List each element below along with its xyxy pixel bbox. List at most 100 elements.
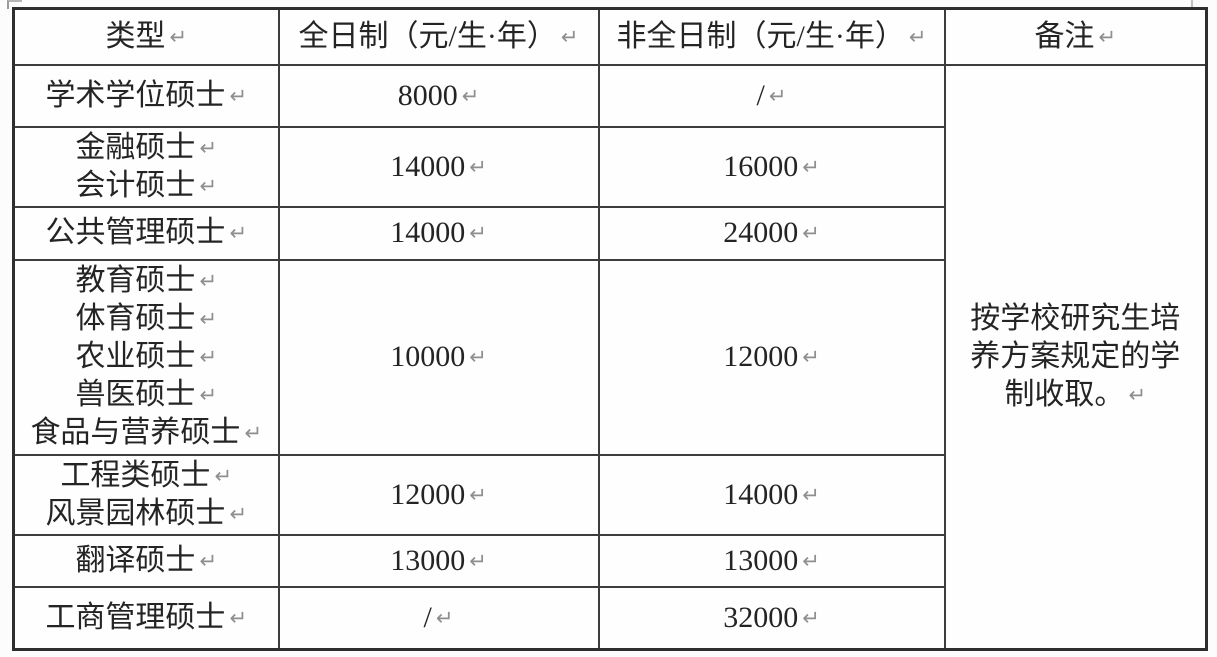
return-mark-icon: ↵ (469, 482, 487, 507)
return-mark-icon: ↵ (469, 154, 487, 179)
return-mark-icon: ↵ (1098, 24, 1117, 49)
parttime-fee-value: 16000 ↵ (600, 148, 944, 186)
return-mark-icon: ↵ (469, 221, 487, 245)
fulltime-fee-value: 12000 ↵ (280, 476, 598, 514)
return-mark-icon: ↵ (199, 307, 218, 331)
fulltime-fee-value: 14000 ↵ (280, 214, 598, 252)
return-mark-icon: ↵ (802, 482, 820, 507)
fulltime-fee-value-text: 14000 (390, 216, 466, 249)
fulltime-fee-value: / ↵ (280, 599, 598, 637)
return-mark-icon: ↵ (229, 501, 248, 526)
fulltime-fee-value-text: 13000 (390, 543, 466, 577)
header-type-label: 类型 (105, 19, 166, 53)
table-row: 公共管理硕士 ↵ 14000 ↵ 24000 ↵ (12, 205, 1207, 261)
fulltime-fee-value-text: 10000 (390, 340, 466, 373)
return-mark-icon: ↵ (199, 269, 218, 293)
fulltime-fee-cell: 13000 ↵ (277, 533, 600, 588)
fulltime-fee-value: 13000 ↵ (280, 542, 598, 580)
return-mark-icon: ↵ (560, 24, 579, 49)
type-label: 农业硕士 ↵ (15, 338, 278, 376)
return-mark-icon: ↵ (802, 221, 820, 245)
fulltime-fee-cell: 14000 ↵ (277, 205, 600, 261)
type-label: 教育硕士 ↵ (15, 262, 278, 300)
type-label-text: 农业硕士 (75, 340, 196, 373)
return-mark-icon: ↵ (908, 24, 927, 49)
type-label: 体育硕士 ↵ (15, 300, 278, 338)
return-mark-icon: ↵ (1128, 382, 1147, 407)
type-label-text: 体育硕士 (75, 302, 196, 335)
return-mark-icon: ↵ (199, 345, 218, 369)
parttime-fee-value-text: 12000 (723, 340, 799, 373)
parttime-fee-value: / ↵ (600, 77, 944, 115)
type-label-text: 工商管理硕士 (45, 600, 226, 634)
table-row: 教育硕士 ↵ 体育硕士 ↵ 农业硕士 ↵ 兽医硕士 ↵ 食品与营养硕士 ↵ 10000 ↵ 12000 ↵ (12, 258, 1207, 456)
remark-line-text: 制收取。 (1004, 377, 1125, 411)
type-label-text: 金融硕士 (75, 130, 196, 164)
parttime-fee-value-text: 32000 (723, 600, 799, 634)
fulltime-fee-value-text: 12000 (390, 477, 466, 511)
header-remark-label: 备注 (1034, 19, 1095, 53)
return-mark-icon: ↵ (229, 221, 248, 245)
return-mark-icon: ↵ (229, 605, 248, 630)
parttime-fee-cell: 13000 ↵ (597, 533, 946, 588)
fulltime-fee-cell: 14000 ↵ (277, 125, 600, 208)
return-mark-icon: ↵ (768, 83, 787, 108)
return-mark-icon: ↵ (469, 548, 487, 573)
return-mark-icon: ↵ (461, 83, 480, 108)
parttime-fee-value: 12000 ↵ (600, 338, 944, 376)
table-row: 工程类硕士 ↵ 风景园林硕士 ↵ 12000 ↵ 14000 ↵ (12, 453, 1207, 536)
header-remark: 备注 ↵ (943, 7, 1208, 66)
return-mark-icon: ↵ (199, 173, 218, 198)
type-label: 食品与营养硕士 ↵ (15, 414, 278, 452)
return-mark-icon: ↵ (802, 345, 820, 369)
type-label: 兽医硕士 ↵ (15, 376, 278, 414)
parttime-fee-cell: / ↵ (597, 63, 946, 128)
type-label-text: 会计硕士 (75, 168, 196, 202)
type-label-text: 学术学位硕士 (45, 78, 226, 112)
fulltime-fee-cell: 12000 ↵ (277, 453, 600, 536)
parttime-fee-value-text: 14000 (723, 477, 799, 511)
table-row: 金融硕士 ↵ 会计硕士 ↵ 14000 ↵ 16000 ↵ (12, 125, 1207, 208)
fulltime-fee-value: 8000 ↵ (280, 77, 598, 115)
fulltime-fee-value-text: 8000 (397, 78, 458, 112)
type-cell: 工商管理硕士 ↵ (12, 585, 280, 651)
table-row: 学术学位硕士 ↵ 8000 ↵ / ↵ 按学校研究生培 养方案规定的学 制收取。 ↵ (12, 63, 1208, 651)
parttime-fee-value-text: 13000 (723, 543, 799, 577)
scan-artifact (1191, 0, 1193, 9)
type-cell: 金融硕士 ↵ 会计硕士 ↵ (12, 125, 280, 208)
tuition-fee-table: 类型 ↵ 全日制（元/生·年） ↵ 非全日制（元/生·年） ↵ 备注 ↵ 学术学位硕士 ↵… (12, 7, 1208, 651)
type-label: 金融硕士 ↵ (15, 129, 278, 167)
type-label: 工程类硕士 ↵ (15, 457, 278, 495)
type-label-text: 食品与营养硕士 (30, 416, 241, 449)
header-type: 类型 ↵ (12, 7, 280, 66)
type-cell: 教育硕士 ↵ 体育硕士 ↵ 农业硕士 ↵ 兽医硕士 ↵ 食品与营养硕士 ↵ (12, 258, 280, 456)
fulltime-fee-value: 14000 ↵ (280, 148, 598, 186)
remark-cell: 按学校研究生培 养方案规定的学 制收取。 ↵ (943, 63, 1208, 651)
return-mark-icon: ↵ (469, 345, 487, 369)
return-mark-icon: ↵ (169, 24, 188, 49)
return-mark-icon: ↵ (199, 548, 218, 573)
parttime-fee-value: 24000 ↵ (600, 214, 944, 252)
type-cell: 学术学位硕士 ↵ (12, 63, 280, 128)
parttime-fee-value-text: 24000 (723, 216, 799, 249)
parttime-fee-value-text: 16000 (723, 149, 799, 183)
header-fulltime: 全日制（元/生·年） ↵ (277, 7, 600, 66)
parttime-fee-value: 13000 ↵ (600, 542, 944, 580)
return-mark-icon: ↵ (199, 135, 218, 160)
type-label-text: 教育硕士 (75, 264, 196, 297)
remark-line: 制收取。 ↵ (946, 376, 1206, 414)
fulltime-fee-value-text: / (423, 600, 432, 634)
return-mark-icon: ↵ (229, 83, 248, 108)
fulltime-fee-cell: 8000 ↵ (277, 63, 600, 128)
type-label-text: 兽医硕士 (75, 378, 196, 411)
type-label-text: 公共管理硕士 (45, 216, 226, 249)
parttime-fee-value: 32000 ↵ (600, 599, 944, 637)
header-parttime: 非全日制（元/生·年） ↵ (597, 7, 946, 66)
parttime-fee-cell: 16000 ↵ (597, 125, 946, 208)
remark-line: 养方案规定的学 (970, 339, 1181, 373)
return-mark-icon: ↵ (214, 463, 233, 488)
return-mark-icon: ↵ (802, 605, 820, 630)
fulltime-fee-cell: / ↵ (277, 585, 600, 651)
remark-line: 按学校研究生培 (970, 301, 1181, 335)
